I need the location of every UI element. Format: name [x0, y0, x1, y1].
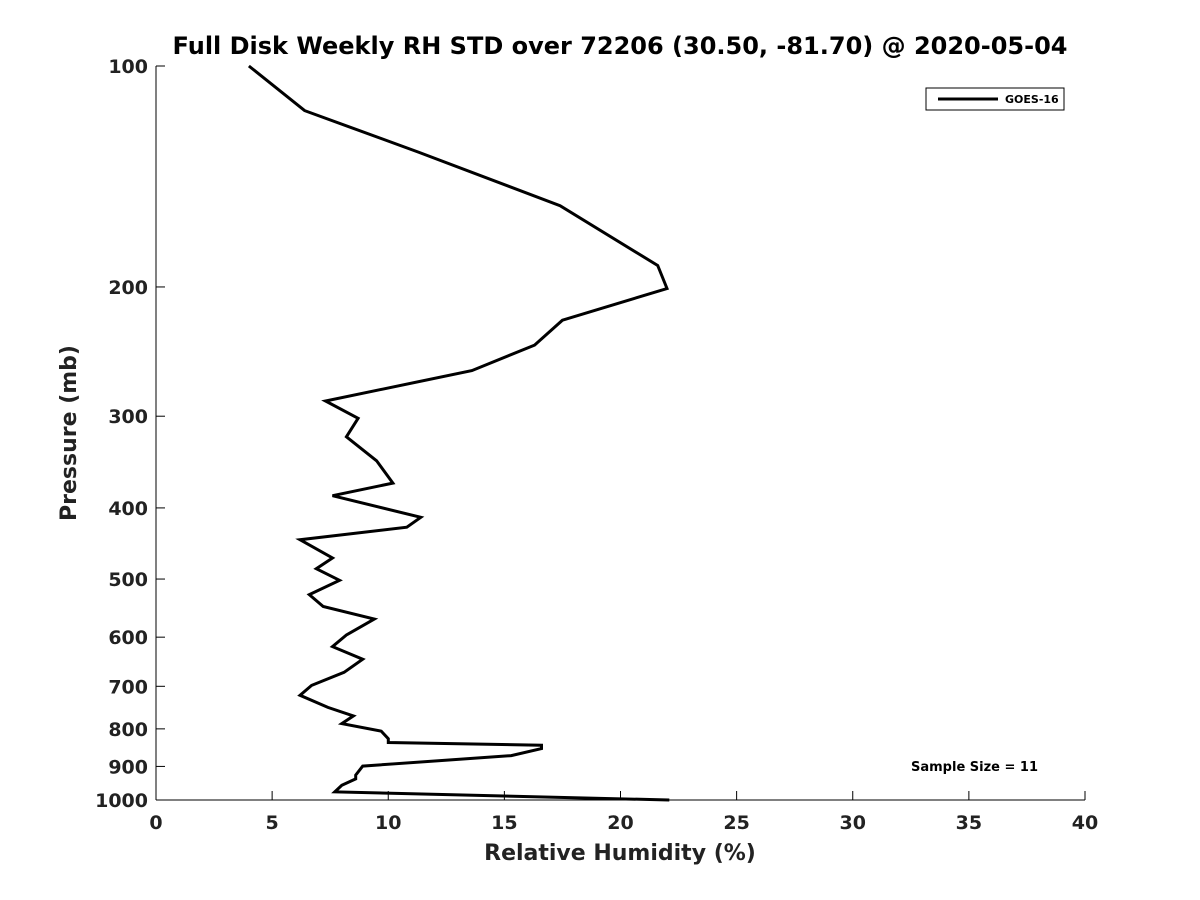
x-tick-label: 35 [956, 812, 982, 834]
y-tick-label: 400 [108, 498, 148, 520]
x-axis-label: Relative Humidity (%) [484, 841, 756, 866]
y-tick-label: 800 [108, 719, 148, 741]
x-tick-label: 25 [723, 812, 749, 834]
legend-entry-goes16: GOES-16 [1005, 93, 1059, 106]
series-line-0 [247, 64, 670, 802]
x-tick-label: 20 [607, 812, 633, 834]
x-tick-label: 10 [375, 812, 401, 834]
y-tick-label: 300 [108, 406, 148, 428]
axes: 0 5 10 15 20 25 30 35 40 100 200 300 400 500 600 700 800… [95, 56, 1098, 834]
x-tick-label: 0 [149, 812, 162, 834]
sample-size-annotation: Sample Size = 11 [911, 760, 1038, 775]
y-axis-label: Pressure (mb) [57, 345, 82, 521]
y-tick-label: 1000 [95, 790, 148, 812]
y-tick-label: 600 [108, 627, 148, 649]
y-tick-label: 100 [108, 56, 148, 78]
x-tick-label: 5 [266, 812, 279, 834]
y-tick-label: 700 [108, 676, 148, 698]
y-tick-label: 500 [108, 569, 148, 591]
y-tick-label: 900 [108, 756, 148, 778]
legend: GOES-16 [925, 87, 1065, 111]
series-layer [247, 64, 670, 802]
chart-title: Full Disk Weekly RH STD over 72206 (30.5… [173, 32, 1068, 60]
x-tick-label: 30 [840, 812, 866, 834]
x-tick-label: 15 [491, 812, 517, 834]
x-tick-label: 40 [1072, 812, 1098, 834]
y-tick-label: 200 [108, 277, 148, 299]
